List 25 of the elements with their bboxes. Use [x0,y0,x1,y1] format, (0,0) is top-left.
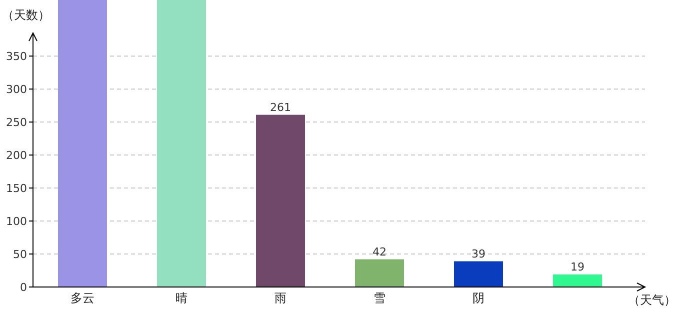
x-tick-label: 雨 [274,291,286,305]
bar [355,259,404,287]
x-tick-label: 阴 [472,291,484,305]
x-tick-label: 雪 [374,291,386,305]
x-tick-label: 多云 [70,291,94,305]
bar [157,0,206,287]
y-tick-label: 0 [20,281,27,294]
data-label: 42 [372,245,386,258]
y-tick-label: 100 [6,215,27,228]
y-tick-label: 150 [6,182,27,196]
data-label: 19 [570,260,584,274]
y-tick-label: 200 [6,149,27,162]
bar [454,261,503,287]
data-label: 261 [270,100,291,114]
data-label: 39 [472,247,486,260]
x-tick-label: 晴 [176,291,188,305]
bar [256,114,305,287]
y-tick-label: 250 [6,116,27,130]
bar [553,274,602,287]
bar [58,0,107,287]
x-axis-title: （天气） [628,293,676,307]
y-tick-label: 300 [6,83,27,96]
y-tick-label: 350 [6,50,27,64]
y-axis-title: （天数） [2,8,50,22]
y-tick-label: 50 [13,248,27,262]
